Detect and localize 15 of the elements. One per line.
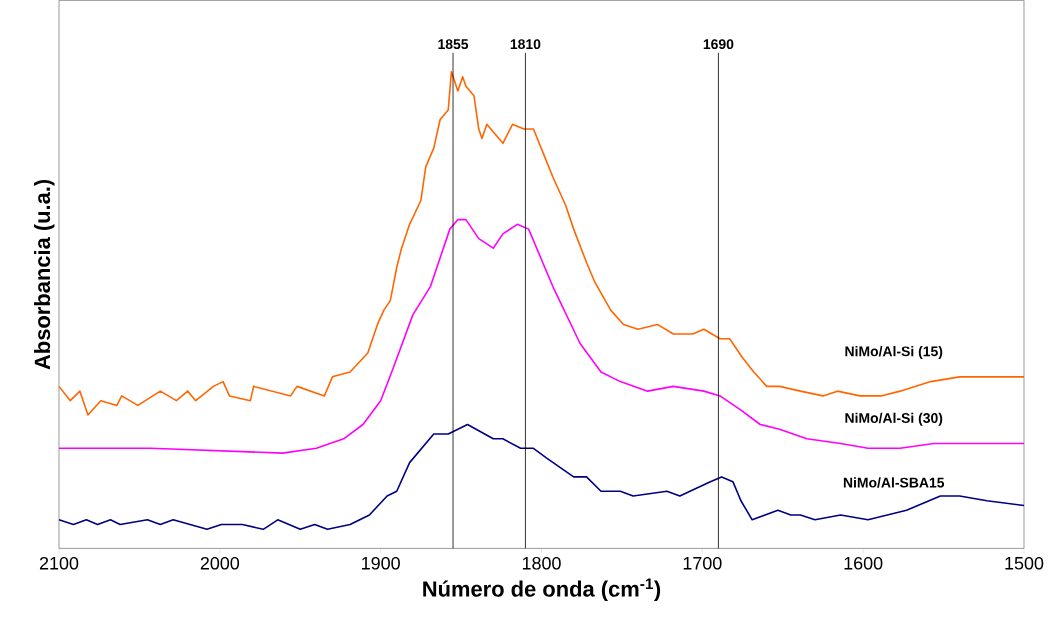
x-axis-title: Número de onda (cm$^{-1}$) [423,578,661,601]
series-label: NiMo/Al-Si (30) [845,412,943,426]
x-tick-label: 1600 [844,556,883,570]
x-tick-label: 2100 [39,556,79,570]
ref-line-label: 1810 [510,39,541,49]
ref-line-label: 1690 [703,39,734,49]
series-label: NiMo/Al-Si (15) [845,345,943,359]
ref-line-label: 1855 [438,39,469,49]
x-tick-label: 1700 [683,556,722,570]
x-tick-label: 1900 [362,556,400,570]
x-tick-label: 1800 [522,556,561,570]
series-label: NiMo/Al-SBA15 [843,477,945,488]
x-tick-label: 1500 [1005,556,1044,570]
x-tick-label: 2000 [200,556,240,570]
y-axis-title: Absorbancia (u.a.) [34,179,55,370]
